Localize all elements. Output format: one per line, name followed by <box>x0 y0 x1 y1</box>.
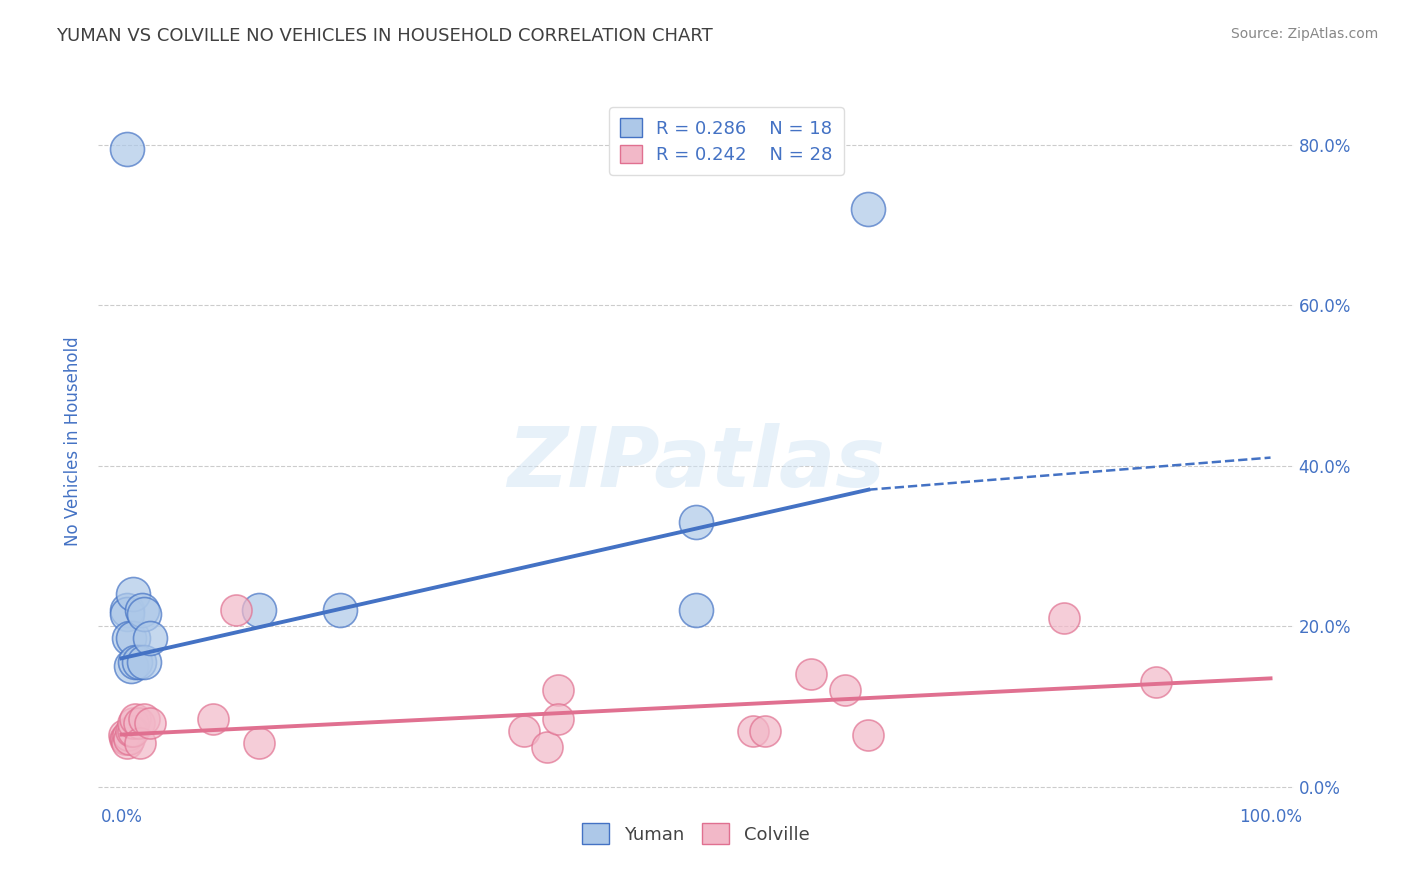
Point <box>536 739 558 754</box>
Text: Source: ZipAtlas.com: Source: ZipAtlas.com <box>1230 27 1378 41</box>
Point <box>115 731 138 746</box>
Point <box>124 655 146 669</box>
Point <box>1144 675 1167 690</box>
Point <box>800 667 823 681</box>
Legend: Yuman, Colville: Yuman, Colville <box>575 816 817 852</box>
Point <box>128 655 150 669</box>
Text: YUMAN VS COLVILLE NO VEHICLES IN HOUSEHOLD CORRELATION CHART: YUMAN VS COLVILLE NO VEHICLES IN HOUSEHO… <box>56 27 713 45</box>
Point <box>685 515 707 529</box>
Text: ZIPatlas: ZIPatlas <box>508 423 884 504</box>
Point <box>118 632 141 646</box>
Point <box>225 603 247 617</box>
Point <box>858 728 880 742</box>
Point <box>754 723 776 738</box>
Point <box>122 587 145 601</box>
Point <box>115 735 138 749</box>
Point <box>834 683 856 698</box>
Point <box>114 731 136 746</box>
Point <box>128 715 150 730</box>
Point <box>247 603 270 617</box>
Point <box>122 632 145 646</box>
Point <box>115 141 138 155</box>
Point <box>128 735 150 749</box>
Point <box>329 603 352 617</box>
Point <box>858 202 880 216</box>
Point <box>685 603 707 617</box>
Point <box>202 712 225 726</box>
Point <box>115 607 138 621</box>
Y-axis label: No Vehicles in Household: No Vehicles in Household <box>65 336 83 547</box>
Point <box>139 632 162 646</box>
Point <box>118 731 141 746</box>
Point <box>139 715 162 730</box>
Point <box>1053 611 1076 625</box>
Point <box>134 712 156 726</box>
Point <box>122 715 145 730</box>
Point <box>512 723 534 738</box>
Point <box>115 603 138 617</box>
Point <box>131 603 153 617</box>
Point <box>112 728 135 742</box>
Point <box>117 728 139 742</box>
Point <box>120 659 142 673</box>
Point <box>122 723 145 738</box>
Point <box>742 723 765 738</box>
Point <box>247 735 270 749</box>
Point <box>547 712 569 726</box>
Point <box>134 607 156 621</box>
Point <box>124 712 146 726</box>
Point <box>547 683 569 698</box>
Point <box>134 655 156 669</box>
Point <box>120 723 142 738</box>
